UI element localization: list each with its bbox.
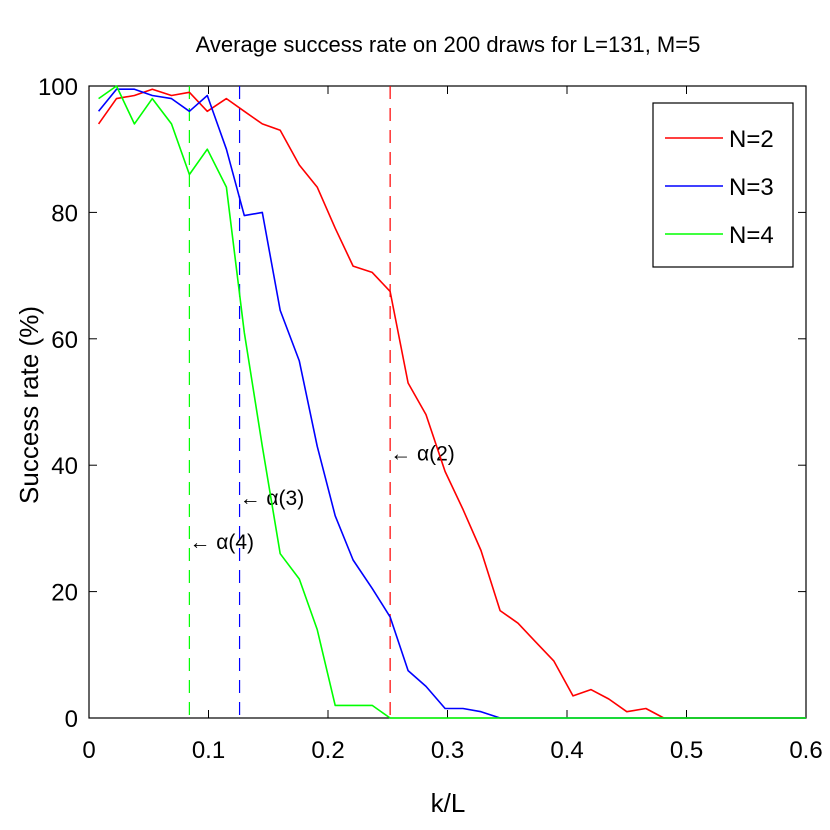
plot-area: 0 0.1 0.2 0.3 0.4 0.5 0.6 0 20 40 60 80 100 ← α(2) ← α… [38, 74, 823, 764]
legend-label: N=2 [729, 126, 774, 153]
threshold-annotation: ← α(2) [390, 443, 455, 466]
y-tick-label: 0 [65, 706, 78, 733]
y-tick-label: 80 [51, 200, 78, 227]
y-tick-label: 100 [38, 74, 78, 101]
series-line-n4 [98, 85, 806, 719]
y-tick-label: 40 [51, 453, 78, 480]
x-tick-label: 0.3 [431, 737, 464, 764]
y-tick-label: 20 [51, 580, 78, 607]
x-tick-label: 0 [82, 737, 95, 764]
threshold-annotation: ← α(3) [240, 487, 305, 510]
threshold-annotation: ← α(4) [189, 531, 254, 554]
legend-label: N=3 [729, 174, 774, 201]
legend: N=2 N=3 N=4 [652, 102, 794, 268]
x-tick-label: 0.1 [192, 737, 225, 764]
legend-label: N=4 [729, 222, 774, 249]
x-tick-label: 0.6 [789, 737, 822, 764]
legend-box [652, 102, 794, 268]
chart-title: Average success rate on 200 draws for L=… [196, 32, 701, 57]
x-tick-label: 0.4 [550, 737, 583, 764]
y-tick-label: 60 [51, 327, 78, 354]
y-axis-label: Success rate (%) [14, 306, 44, 504]
x-axis-label: k/L [431, 788, 466, 818]
x-tick-label: 0.5 [670, 737, 703, 764]
x-tick-label: 0.2 [311, 737, 344, 764]
